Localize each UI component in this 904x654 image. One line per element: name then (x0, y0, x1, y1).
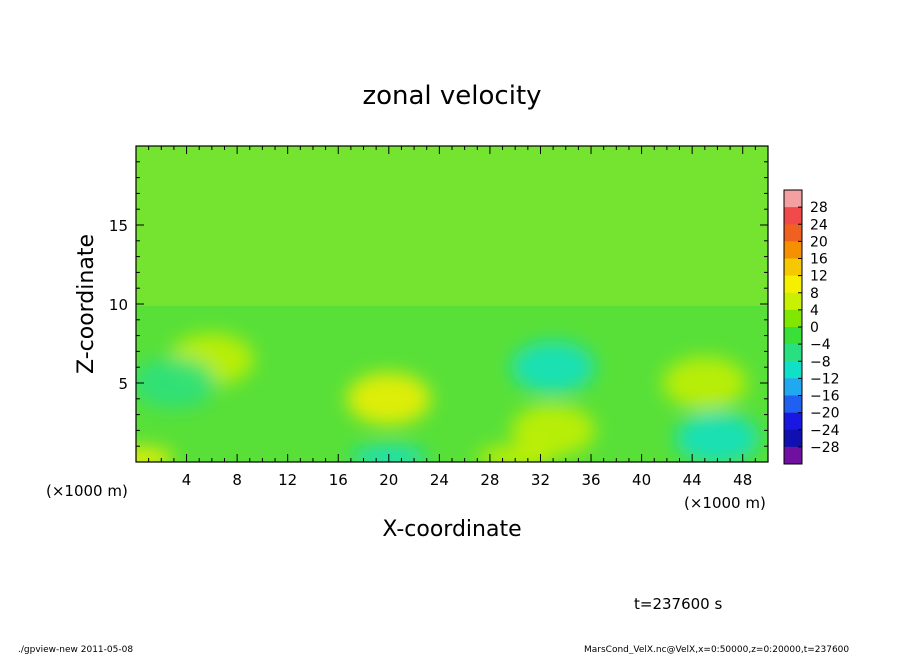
colorbar-label: −20 (810, 406, 840, 422)
colorbar-swatch (784, 207, 802, 225)
plot-area (135, 145, 769, 463)
field-blob (511, 404, 596, 457)
field-blob (136, 357, 216, 409)
colorbar-swatch (784, 378, 802, 396)
colorbar-label: 24 (810, 217, 828, 233)
colorbar-swatch (784, 224, 802, 242)
colorbar-label: 16 (810, 252, 828, 268)
y-axis-label: Z-coordinate (74, 234, 99, 374)
x-unit-left: (×1000 m) (46, 482, 128, 500)
x-tick-label: 40 (632, 471, 651, 489)
colorbar-label: 0 (810, 320, 819, 336)
field-blob (675, 412, 760, 462)
x-tick-label: 44 (683, 471, 702, 489)
x-tick-label: 32 (531, 471, 550, 489)
colorbar-label: 8 (810, 286, 819, 302)
field-blob (346, 372, 431, 425)
x-tick-label: 36 (581, 471, 600, 489)
y-tick-label: 5 (118, 375, 128, 393)
colorbar-swatch (784, 395, 802, 413)
footer-right-note: MarsCond_VelX.nc@VelX,x=0:50000,z=0:2000… (584, 645, 849, 654)
colorbar-swatch (784, 190, 802, 208)
colorbar-swatch (784, 327, 802, 345)
x-tick-label: 12 (278, 471, 297, 489)
field-blob (662, 357, 747, 409)
colorbar-label: −12 (810, 371, 840, 387)
colorbar-swatch (784, 446, 802, 465)
colorbar-label: 28 (810, 200, 828, 216)
colorbar-label: 20 (810, 234, 828, 250)
field-blob (350, 445, 427, 462)
x-tick-label: 24 (430, 471, 449, 489)
y-tick-label: 10 (109, 296, 128, 314)
colorbar-swatch (784, 258, 802, 276)
x-tick-label: 8 (232, 471, 242, 489)
x-tick-label: 28 (480, 471, 499, 489)
colorbar-swatch (784, 412, 802, 431)
y-tick-label: 15 (109, 217, 128, 235)
colorbar-swatch (784, 361, 802, 379)
x-axis: 4 8 12 16 20 24 28 32 36 40 44 48 (148, 146, 756, 489)
colorbar-swatch (784, 344, 802, 362)
colorbar-label: −28 (810, 440, 840, 456)
y-axis: 5 10 15 (109, 161, 768, 447)
colorbar-label: 12 (810, 269, 828, 285)
colorbar-label: −16 (810, 389, 840, 405)
colorbar-swatch (784, 309, 802, 328)
x-tick-label: 20 (379, 471, 398, 489)
time-label: t=237600 s (634, 595, 722, 613)
field-blobs (136, 333, 760, 462)
field-blob (511, 341, 596, 394)
colorbar-label: −8 (810, 354, 831, 370)
colorbar-swatch (784, 241, 802, 259)
x-tick-label: 4 (182, 471, 192, 489)
x-tick-label: 48 (733, 471, 752, 489)
x-unit-right: (×1000 m) (684, 494, 766, 512)
x-tick-label: 16 (329, 471, 348, 489)
chart-title: zonal velocity (362, 81, 541, 111)
colorbar-swatch (784, 292, 802, 311)
colorbar-label: −4 (810, 337, 831, 353)
colorbar-swatch (784, 275, 802, 294)
colorbar-label: 4 (810, 303, 819, 319)
field-blob (136, 446, 174, 462)
field-upper-band (136, 146, 768, 306)
footer-left-note: ./gpview-new 2011-05-08 (18, 645, 133, 654)
colorbar-label: −24 (810, 423, 840, 439)
x-axis-label: X-coordinate (382, 517, 521, 542)
colorbar-swatch (784, 429, 802, 448)
